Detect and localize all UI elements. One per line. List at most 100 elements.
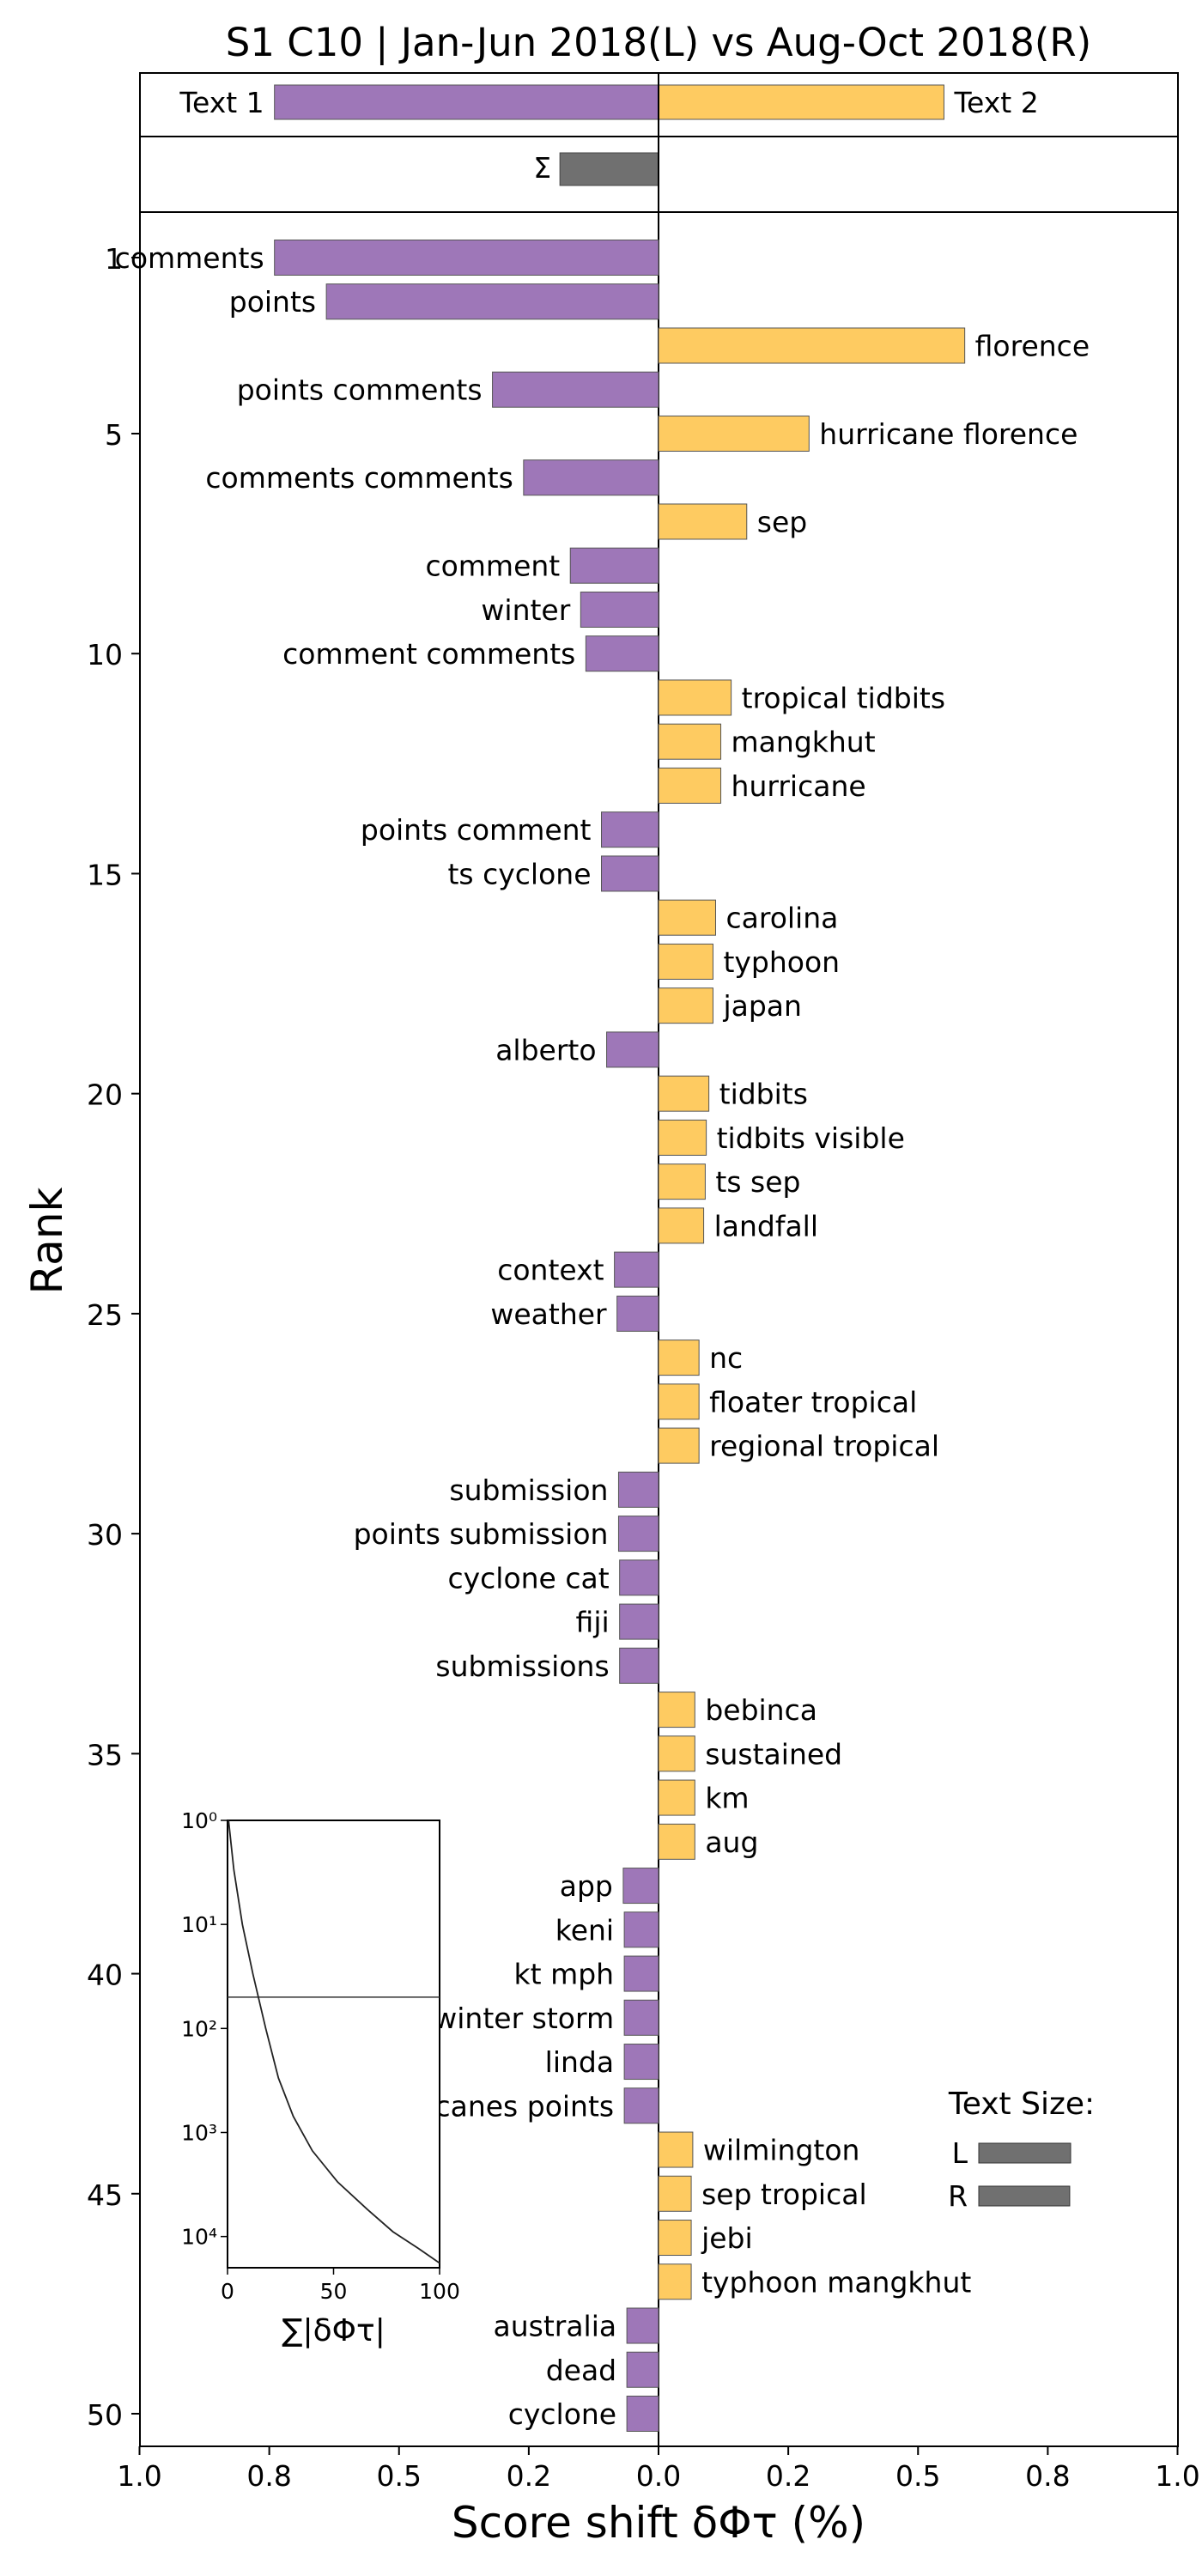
bar-label-rank-10: comment comments bbox=[282, 637, 575, 671]
bar-rank-41 bbox=[623, 1999, 659, 2036]
bar-label-rank-31: cyclone cat bbox=[447, 1561, 609, 1595]
bar-rank-12 bbox=[658, 723, 722, 760]
sigma-label: Σ bbox=[533, 151, 551, 185]
bar-rank-5 bbox=[658, 415, 810, 452]
bar-label-rank-39: keni bbox=[555, 1913, 614, 1947]
bar-rank-26 bbox=[658, 1340, 700, 1376]
bar-label-rank-44: wilmington bbox=[703, 2134, 860, 2167]
bar-rank-31 bbox=[619, 1559, 659, 1596]
bar-rank-42 bbox=[623, 2044, 659, 2081]
bar-rank-30 bbox=[617, 1516, 659, 1552]
bar-rank-10 bbox=[585, 635, 659, 672]
bar-rank-17 bbox=[658, 943, 713, 980]
bar-rank-46 bbox=[658, 2220, 692, 2257]
y-tick-label-10: 10 bbox=[87, 638, 123, 671]
bar-rank-43 bbox=[623, 2087, 659, 2124]
bar-rank-48 bbox=[626, 2307, 659, 2344]
bar-rank-37 bbox=[658, 1823, 695, 1860]
bar-label-rank-8: comment bbox=[425, 550, 560, 583]
bar-label-rank-26: nc bbox=[709, 1341, 743, 1375]
bar-rank-20 bbox=[658, 1075, 710, 1112]
bar-rank-16 bbox=[658, 899, 716, 936]
bar-rank-1 bbox=[274, 240, 659, 276]
bar-label-rank-7: sep bbox=[757, 505, 807, 538]
inset-y-tick-label-2: 10² bbox=[181, 2016, 217, 2041]
bar-label-rank-50: cyclone bbox=[508, 2397, 616, 2431]
bar-rank-9 bbox=[580, 591, 659, 628]
bar-label-rank-18: japan bbox=[722, 989, 801, 1023]
bar-label-rank-12: mangkhut bbox=[732, 726, 876, 759]
inset-frame bbox=[227, 1820, 440, 2269]
bar-label-rank-4: points comments bbox=[237, 374, 483, 407]
bar-label-rank-29: submission bbox=[449, 1473, 608, 1507]
bar-label-rank-35: sustained bbox=[705, 1737, 842, 1771]
text-size-bar-L bbox=[978, 2142, 1071, 2164]
x-tick-label-2: 0.5 bbox=[377, 2459, 422, 2493]
x-tick-label-3: 0.2 bbox=[507, 2459, 551, 2493]
bar-rank-13 bbox=[658, 767, 722, 804]
x-axis-label: Score shift δΦτ (%) bbox=[452, 2498, 865, 2548]
bar-label-rank-40: kt mph bbox=[514, 1958, 615, 1991]
bar-label-rank-11: tropical tidbits bbox=[742, 681, 945, 714]
y-tick-label-40: 40 bbox=[87, 1959, 123, 1992]
x-tick-label-1: 0.8 bbox=[246, 2459, 291, 2493]
y-axis-label: Rank bbox=[22, 1187, 72, 1294]
bar-rank-11 bbox=[658, 679, 732, 716]
bar-rank-8 bbox=[569, 547, 659, 584]
x-tick-label-5: 0.2 bbox=[766, 2459, 810, 2493]
bar-label-rank-13: hurricane bbox=[732, 769, 866, 803]
bar-label-rank-46: jebi bbox=[701, 2221, 753, 2255]
inset-x-tick-label-2: 100 bbox=[419, 2279, 460, 2304]
y-tick-label-15: 15 bbox=[87, 858, 123, 891]
text-size-bar-R bbox=[978, 2185, 1071, 2207]
bar-label-rank-3: florence bbox=[975, 329, 1090, 362]
bar-rank-40 bbox=[623, 1955, 659, 1992]
bar-rank-15 bbox=[601, 855, 659, 892]
bar-label-rank-28: regional tropical bbox=[709, 1430, 939, 1463]
text-size-title: Text Size: bbox=[948, 2087, 1095, 2122]
bar-label-rank-38: app bbox=[560, 1869, 613, 1903]
bar-label-rank-17: typhoon bbox=[723, 945, 840, 979]
bar-rank-29 bbox=[617, 1471, 659, 1508]
y-tick-label-5: 5 bbox=[105, 418, 123, 452]
bar-label-rank-45: sep tropical bbox=[701, 2178, 867, 2211]
bar-label-rank-22: ts sep bbox=[715, 1165, 800, 1199]
inset-x-tick-label-0: 0 bbox=[221, 2279, 234, 2304]
bar-rank-45 bbox=[658, 2175, 692, 2212]
x-tick-label-4: 0.0 bbox=[636, 2459, 681, 2493]
x-tick-label-7: 0.8 bbox=[1025, 2459, 1070, 2493]
text-size-label-L: L bbox=[952, 2136, 968, 2170]
bar-label-rank-37: aug bbox=[705, 1826, 758, 1859]
bar-label-rank-23: landfall bbox=[714, 1209, 818, 1242]
inset-x-label: ∑|δΦτ| bbox=[282, 2313, 385, 2348]
bar-label-rank-15: ts cyclone bbox=[447, 857, 591, 890]
bar-label-rank-34: bebinca bbox=[705, 1693, 817, 1727]
inset-y-tick-label-0: 10⁰ bbox=[181, 1808, 217, 1833]
bar-rank-49 bbox=[626, 2351, 659, 2388]
bar-rank-4 bbox=[492, 371, 659, 408]
bar-label-rank-19: alberto bbox=[495, 1033, 596, 1066]
bar-label-rank-16: carolina bbox=[725, 902, 838, 935]
summary-right-label: Text 2 bbox=[953, 86, 1038, 119]
bar-rank-27 bbox=[658, 1383, 700, 1420]
bar-label-rank-24: context bbox=[497, 1254, 604, 1287]
inset-y-tick-label-4: 10⁴ bbox=[181, 2225, 217, 2250]
bar-rank-7 bbox=[658, 503, 748, 540]
bar-rank-3 bbox=[658, 327, 966, 364]
bar-rank-24 bbox=[614, 1251, 659, 1288]
y-tick-label-20: 20 bbox=[87, 1078, 123, 1112]
bar-label-rank-48: australia bbox=[494, 2310, 617, 2343]
summary-right-bar bbox=[658, 84, 944, 120]
bar-label-rank-30: points submission bbox=[354, 1517, 609, 1551]
bar-rank-32 bbox=[619, 1603, 659, 1640]
x-tick-label-0: 1.0 bbox=[117, 2459, 161, 2493]
bar-label-rank-20: tidbits bbox=[719, 1078, 808, 1111]
chart-title: S1 C10 | Jan-Jun 2018(L) vs Aug-Oct 2018… bbox=[226, 20, 1091, 65]
bar-label-rank-25: weather bbox=[490, 1297, 607, 1331]
x-tick-label-8: 1.0 bbox=[1155, 2459, 1199, 2493]
inset-y-tick-label-1: 10¹ bbox=[181, 1912, 217, 1937]
bar-rank-14 bbox=[601, 811, 659, 848]
bar-label-rank-9: winter bbox=[481, 593, 570, 627]
bar-rank-18 bbox=[658, 987, 713, 1024]
